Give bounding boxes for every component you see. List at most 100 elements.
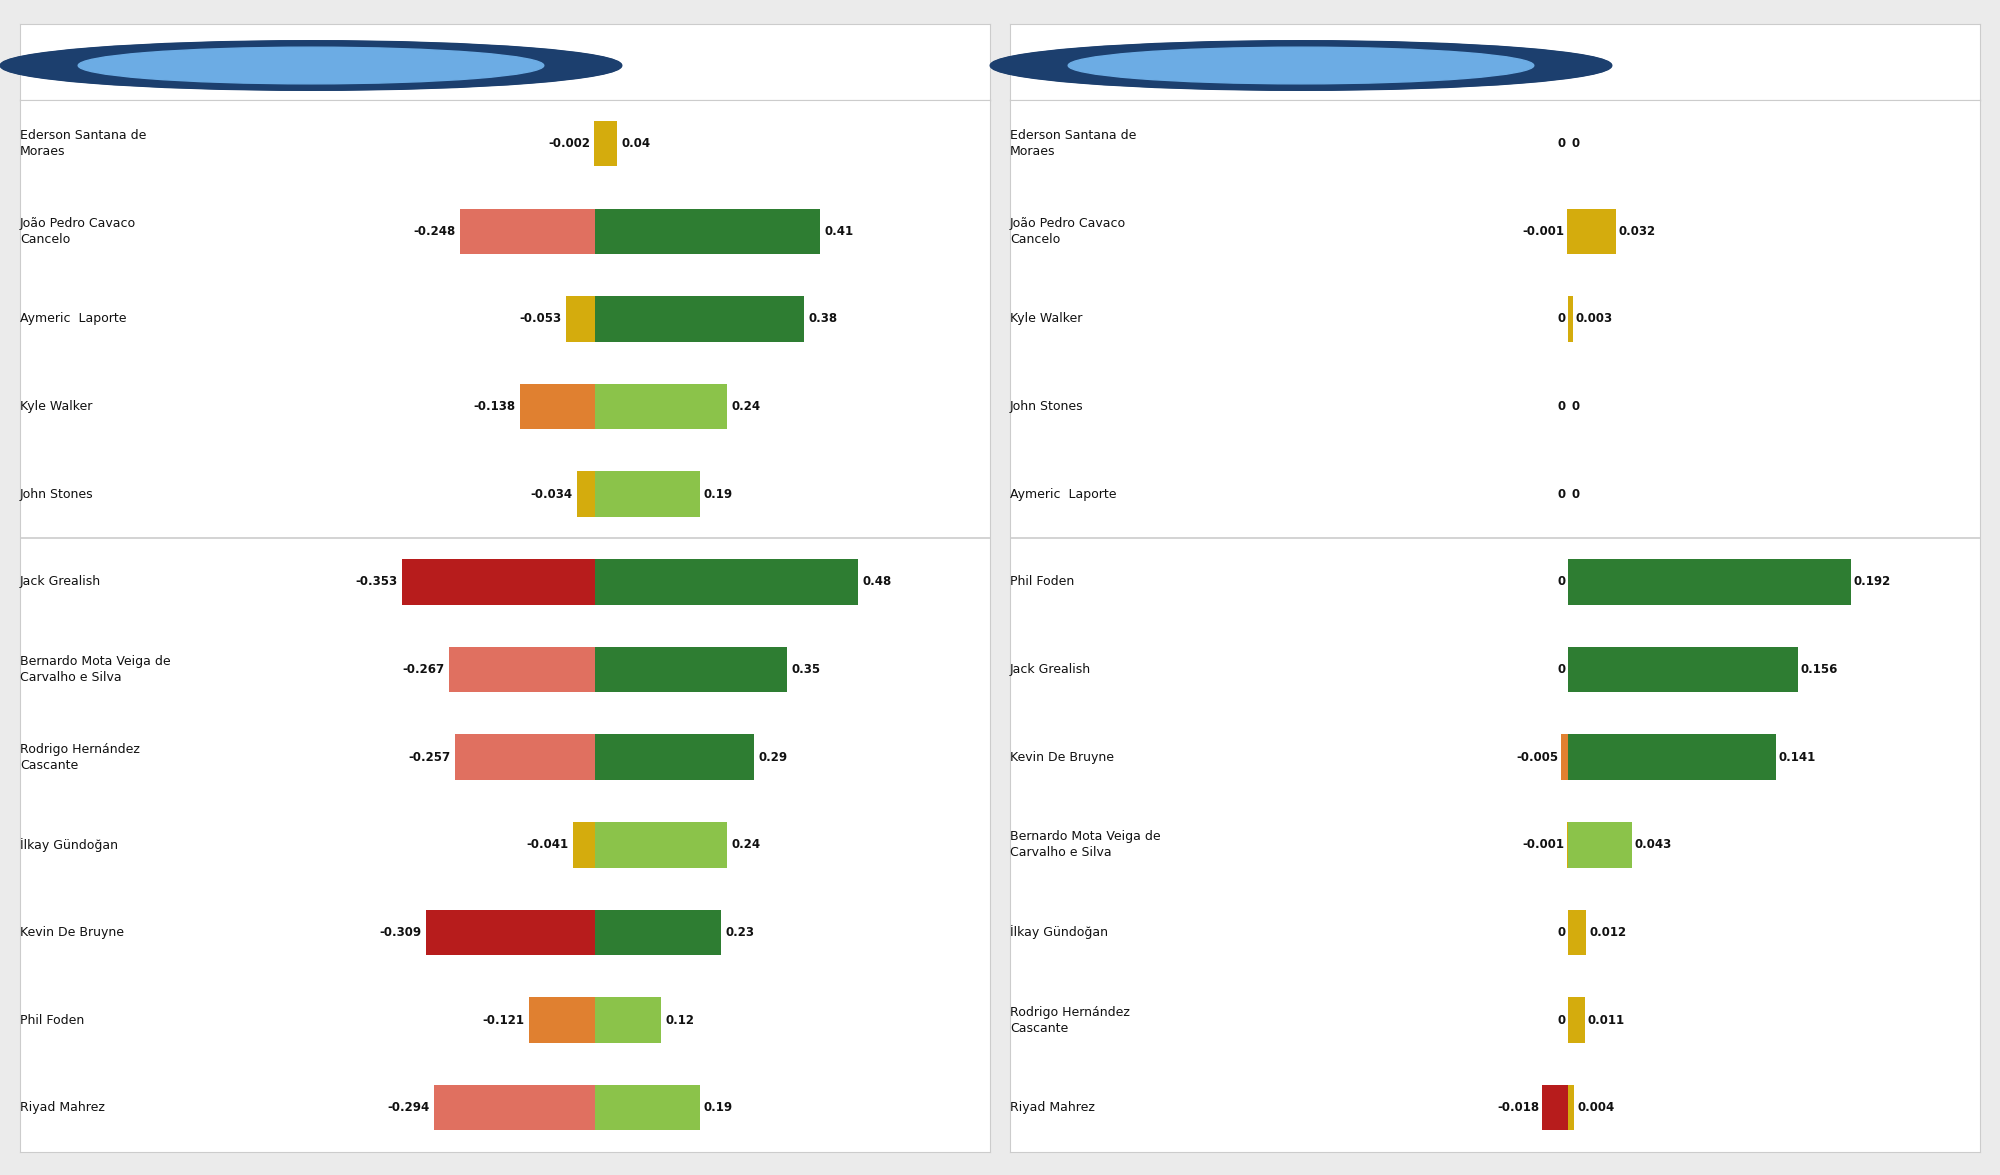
Text: -0.001: -0.001 [1522, 838, 1564, 851]
Text: -0.294: -0.294 [388, 1101, 430, 1114]
Bar [520, 384, 596, 429]
Text: 0.192: 0.192 [1854, 576, 1890, 589]
Text: 0: 0 [1558, 137, 1566, 150]
Text: Bernardo Mota Veiga de
Carvalho e Silva: Bernardo Mota Veiga de Carvalho e Silva [1010, 831, 1160, 859]
Bar [1568, 1085, 1574, 1130]
Text: 0.156: 0.156 [1800, 663, 1838, 676]
Text: -0.309: -0.309 [380, 926, 422, 939]
Text: Rodrigo Hernández
Cascante: Rodrigo Hernández Cascante [20, 743, 140, 772]
Bar [454, 734, 596, 780]
Bar [402, 559, 596, 605]
Bar [426, 909, 596, 955]
Text: Riyad Mahrez: Riyad Mahrez [1010, 1101, 1094, 1114]
Text: 0.24: 0.24 [732, 401, 760, 414]
Text: 0: 0 [1558, 926, 1566, 939]
Text: Rodrigo Hernández
Cascante: Rodrigo Hernández Cascante [1010, 1006, 1130, 1034]
Bar [596, 1085, 700, 1130]
Text: 0: 0 [1558, 576, 1566, 589]
Bar [596, 909, 722, 955]
Text: 0.41: 0.41 [824, 224, 854, 237]
Text: 0.19: 0.19 [704, 488, 734, 501]
Bar [596, 646, 788, 692]
Text: -0.018: -0.018 [1496, 1101, 1540, 1114]
Text: xT from Passes: xT from Passes [50, 54, 250, 78]
Text: -0.248: -0.248 [412, 224, 456, 237]
Bar [596, 559, 858, 605]
Text: -0.257: -0.257 [408, 751, 450, 764]
Bar [1568, 734, 1776, 780]
Text: -0.034: -0.034 [530, 488, 572, 501]
Bar [596, 822, 726, 867]
Bar [1568, 909, 1586, 955]
Bar [1568, 646, 1798, 692]
Text: 0: 0 [1572, 488, 1580, 501]
Text: 0: 0 [1572, 137, 1580, 150]
Text: Kevin De Bruyne: Kevin De Bruyne [1010, 751, 1114, 764]
Text: İlkay Gündoğan: İlkay Gündoğan [20, 838, 118, 852]
Text: Bernardo Mota Veiga de
Carvalho e Silva: Bernardo Mota Veiga de Carvalho e Silva [20, 654, 170, 684]
Text: Kevin De Bruyne: Kevin De Bruyne [20, 926, 124, 939]
Circle shape [990, 41, 1612, 90]
Bar [1568, 822, 1632, 867]
Text: 0.004: 0.004 [1578, 1101, 1614, 1114]
Text: 0.141: 0.141 [1778, 751, 1816, 764]
Text: -0.353: -0.353 [356, 576, 398, 589]
Text: Kyle Walker: Kyle Walker [20, 401, 92, 414]
Bar [450, 646, 596, 692]
Bar [596, 384, 726, 429]
Text: João Pedro Cavaco
Cancelo: João Pedro Cavaco Cancelo [20, 217, 136, 246]
Bar [1568, 296, 1572, 342]
Bar [1568, 208, 1616, 254]
Text: -0.267: -0.267 [402, 663, 444, 676]
Text: 0.032: 0.032 [1618, 224, 1656, 237]
Text: 0.04: 0.04 [622, 137, 650, 150]
Circle shape [1068, 47, 1534, 83]
Text: 0.003: 0.003 [1576, 313, 1612, 325]
Bar [1562, 734, 1568, 780]
Text: John Stones: John Stones [1010, 401, 1084, 414]
Text: -0.041: -0.041 [526, 838, 568, 851]
Bar [1568, 559, 1850, 605]
Text: -0.001: -0.001 [1522, 224, 1564, 237]
Bar [596, 121, 618, 167]
Text: 0.043: 0.043 [1634, 838, 1672, 851]
Text: 0.19: 0.19 [704, 1101, 734, 1114]
Text: İlkay Gündoğan: İlkay Gündoğan [1010, 926, 1108, 939]
Text: 0: 0 [1572, 401, 1580, 414]
Text: 0.24: 0.24 [732, 838, 760, 851]
Text: 0: 0 [1558, 1014, 1566, 1027]
Text: Aymeric  Laporte: Aymeric Laporte [20, 313, 126, 325]
Bar [572, 822, 596, 867]
Circle shape [78, 47, 544, 83]
Text: Phil Foden: Phil Foden [20, 1014, 84, 1027]
Bar [460, 208, 596, 254]
Text: Jack Grealish: Jack Grealish [1010, 663, 1092, 676]
Text: xT from Dribbles: xT from Dribbles [1040, 54, 1262, 78]
Text: 0.012: 0.012 [1590, 926, 1626, 939]
Text: João Pedro Cavaco
Cancelo: João Pedro Cavaco Cancelo [1010, 217, 1126, 246]
Bar [1542, 1085, 1568, 1130]
Text: -0.138: -0.138 [474, 401, 516, 414]
Text: 0: 0 [1558, 313, 1566, 325]
Text: Kyle Walker: Kyle Walker [1010, 313, 1082, 325]
Bar [530, 998, 596, 1043]
Text: 0.12: 0.12 [666, 1014, 694, 1027]
Text: 0: 0 [1558, 401, 1566, 414]
Text: John Stones: John Stones [20, 488, 94, 501]
Bar [596, 471, 700, 517]
Bar [596, 734, 754, 780]
Bar [434, 1085, 596, 1130]
Text: Ederson Santana de
Moraes: Ederson Santana de Moraes [20, 129, 146, 159]
Text: 0: 0 [1558, 663, 1566, 676]
Text: 0.23: 0.23 [726, 926, 754, 939]
Text: 0.48: 0.48 [862, 576, 892, 589]
Bar [1568, 998, 1584, 1043]
Bar [596, 208, 820, 254]
Text: Phil Foden: Phil Foden [1010, 576, 1074, 589]
Text: 0.38: 0.38 [808, 313, 838, 325]
Bar [576, 471, 596, 517]
Text: 0.011: 0.011 [1588, 1014, 1624, 1027]
Text: Riyad Mahrez: Riyad Mahrez [20, 1101, 104, 1114]
Text: Aymeric  Laporte: Aymeric Laporte [1010, 488, 1116, 501]
Text: Ederson Santana de
Moraes: Ederson Santana de Moraes [1010, 129, 1136, 159]
